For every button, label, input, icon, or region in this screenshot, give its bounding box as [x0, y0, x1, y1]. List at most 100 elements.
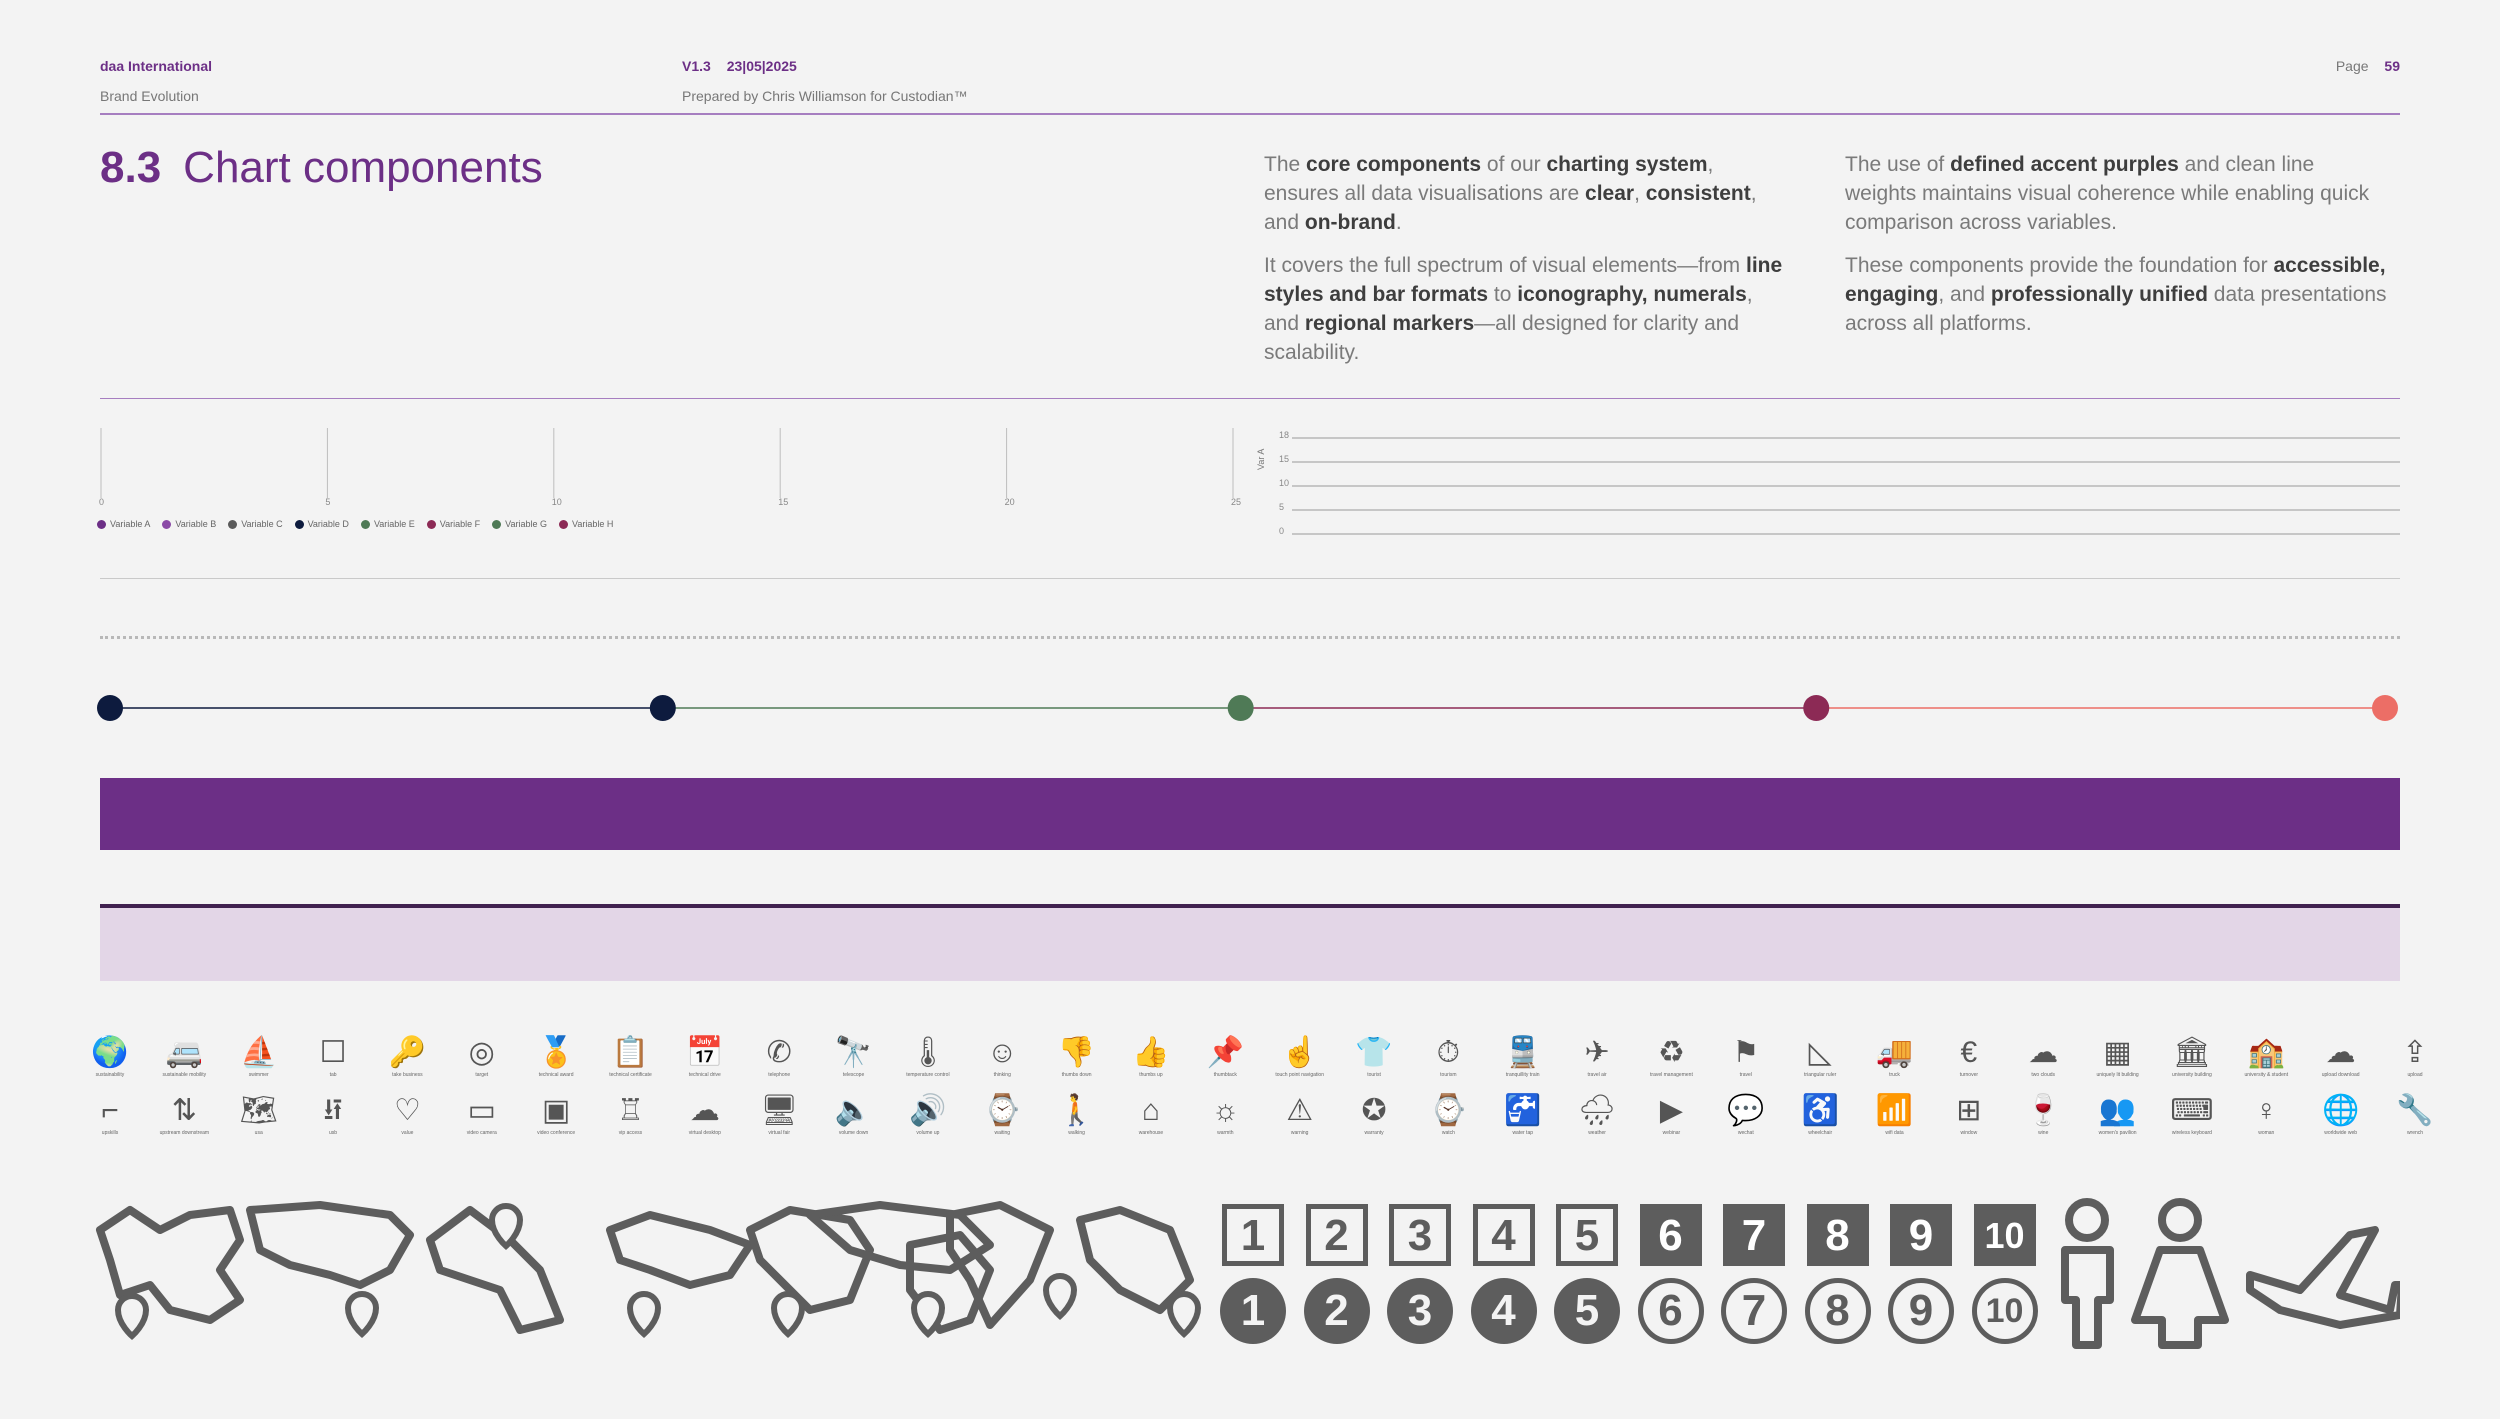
icon-label: usb: [329, 1130, 338, 1136]
legend-swatch: [162, 519, 172, 529]
telephone-icon: ✆: [766, 1036, 792, 1069]
icon-item: 📅 technical drive: [675, 1034, 735, 1078]
icon-item: 🌐 worldwide web: [2311, 1092, 2371, 1136]
eurasia-map-icon: [806, 1201, 994, 1274]
dotted-line-sample: [100, 636, 2400, 639]
icon-label: travel: [1739, 1072, 1752, 1078]
icon-item: 🌧 weather: [1567, 1092, 1627, 1136]
icon-label: wheelchair: [1808, 1130, 1833, 1136]
icon-label: wrench: [2406, 1130, 2424, 1136]
icon-label: tab: [329, 1072, 337, 1078]
numeral-circle-2: 2: [1303, 1278, 1370, 1344]
virtual-desktop-icon: ☁: [689, 1094, 720, 1127]
chart-legend: Variable A Variable B Variable C Variable D…: [97, 519, 613, 529]
numeral-circle-6: 6: [1637, 1278, 1704, 1344]
icon-item: 🌡 temperature control: [898, 1034, 958, 1078]
icon-item: ☺ thinking: [972, 1034, 1032, 1078]
icon-label: virtual desktop: [688, 1130, 721, 1136]
icon-item: 📌 thumbtack: [1195, 1034, 1255, 1078]
icon-label: watch: [1441, 1130, 1455, 1136]
icon-label: thumbs down: [1061, 1072, 1092, 1078]
intro-paragraph: The core components of our charting syst…: [1264, 153, 1757, 234]
icon-item: ✪ warranty: [1344, 1092, 1404, 1136]
vip-access-icon: ♖: [617, 1094, 644, 1127]
intro-col-1: The core components of our charting syst…: [1264, 150, 1784, 381]
intro-paragraph: The use of defined accent purples and cl…: [1845, 153, 2370, 234]
icon-item: 📶 wifi data: [1865, 1092, 1925, 1136]
swimmer-icon: ⛵: [240, 1036, 278, 1069]
icon-label: value: [401, 1130, 414, 1136]
icon-item: ⌐ upskills: [80, 1092, 140, 1136]
icon-item: 🔧 wrench: [2385, 1092, 2445, 1136]
icon-item: ▣ video conference: [526, 1092, 586, 1136]
woman-icon: [2131, 1198, 2229, 1349]
icon-label: target: [475, 1072, 489, 1078]
sustainability-icon: 🌍: [91, 1036, 129, 1069]
tourist-icon: 👕: [1355, 1036, 1393, 1069]
lavender-bar-sample: [100, 904, 2400, 981]
chart-divider: [100, 578, 2400, 579]
line-chart-grid: [1292, 437, 2400, 535]
y-tick-label: 10: [1279, 478, 1290, 488]
europe-map-icon: [96, 1206, 244, 1324]
usa-icon: 🗺: [239, 1094, 278, 1127]
page-indicator: Page 59: [2336, 58, 2400, 74]
legend-swatch: [426, 519, 436, 529]
legend-swatch: [228, 519, 238, 529]
icon-item: ⏱ tourism: [1418, 1034, 1478, 1078]
legend-item: Variable D: [294, 519, 349, 529]
numeral-circle-8: 8: [1804, 1278, 1871, 1344]
icon-label: upstream downstream: [159, 1130, 210, 1136]
icon-item: 👎 thumbs down: [1047, 1034, 1107, 1078]
timeline-marker: [2372, 695, 2398, 721]
icon-item: ♖ vip access: [600, 1092, 660, 1136]
icon-label: usa: [254, 1130, 263, 1136]
icon-item: 🍷 wine: [2013, 1092, 2073, 1136]
icon-item: 🚰 water tap: [1493, 1092, 1553, 1136]
video-conference-icon: ▣: [541, 1094, 571, 1127]
legend-swatch: [360, 519, 370, 529]
icon-item: 🔈 volume down: [824, 1092, 884, 1136]
icon-item: 👕 tourist: [1344, 1034, 1404, 1078]
map-pin-icon: [1042, 1273, 1078, 1320]
icon-label: triangular ruler: [1804, 1072, 1837, 1078]
technical-drive-icon: 📅: [686, 1036, 724, 1069]
travel-air-icon: ✈: [1584, 1036, 1610, 1069]
icon-label: video camera: [466, 1130, 497, 1136]
legend-label: Variable B: [175, 519, 217, 529]
icon-item: 🚚 truck: [1865, 1034, 1925, 1078]
numeral-square-8: 8: [1806, 1204, 1869, 1266]
travel-icon: ⚑: [1732, 1036, 1760, 1069]
company-name: daa International: [100, 58, 213, 74]
icon-label: university building: [2172, 1072, 2212, 1078]
icon-label: swimmer: [248, 1072, 269, 1078]
icon-label: warranty: [1364, 1130, 1384, 1136]
map-pin-icon: [488, 1203, 524, 1250]
icon-label: tranquillity train: [1505, 1072, 1540, 1078]
icon-label: upload: [2407, 1072, 2423, 1078]
icon-label: temperature control: [906, 1072, 950, 1078]
icon-label: wechat: [1737, 1130, 1754, 1136]
icon-item: 🔊 volume up: [898, 1092, 958, 1136]
purple-bar-sample: [100, 778, 2400, 850]
legend-swatch: [559, 519, 569, 529]
x-tick-label: 25: [1231, 497, 1242, 507]
icon-item: 🖥 virtual fair: [749, 1092, 809, 1136]
header-rule: [100, 113, 2400, 115]
value-icon: ♡: [393, 1094, 421, 1127]
icon-label: worldwide web: [2324, 1130, 2358, 1136]
telescope-icon: 🔭: [834, 1036, 873, 1069]
map-pin-icon: [1166, 1291, 1202, 1338]
icon-item: ⭿ usb: [303, 1092, 363, 1136]
numeral-circle-9: 9: [1888, 1278, 1954, 1344]
worldwide-web-icon: 🌐: [2321, 1094, 2360, 1127]
icon-label: walking: [1068, 1130, 1085, 1136]
icon-label: warning: [1290, 1130, 1309, 1136]
icon-label: truck: [1889, 1072, 1900, 1078]
icon-label: university & student: [2244, 1072, 2289, 1078]
south-america-map-icon: [946, 1201, 1054, 1329]
volume-up-icon: 🔊: [909, 1094, 947, 1127]
icon-label: two clouds: [2031, 1072, 2056, 1078]
date: 23|05|2025: [726, 58, 797, 74]
timeline-marker: [97, 695, 123, 721]
